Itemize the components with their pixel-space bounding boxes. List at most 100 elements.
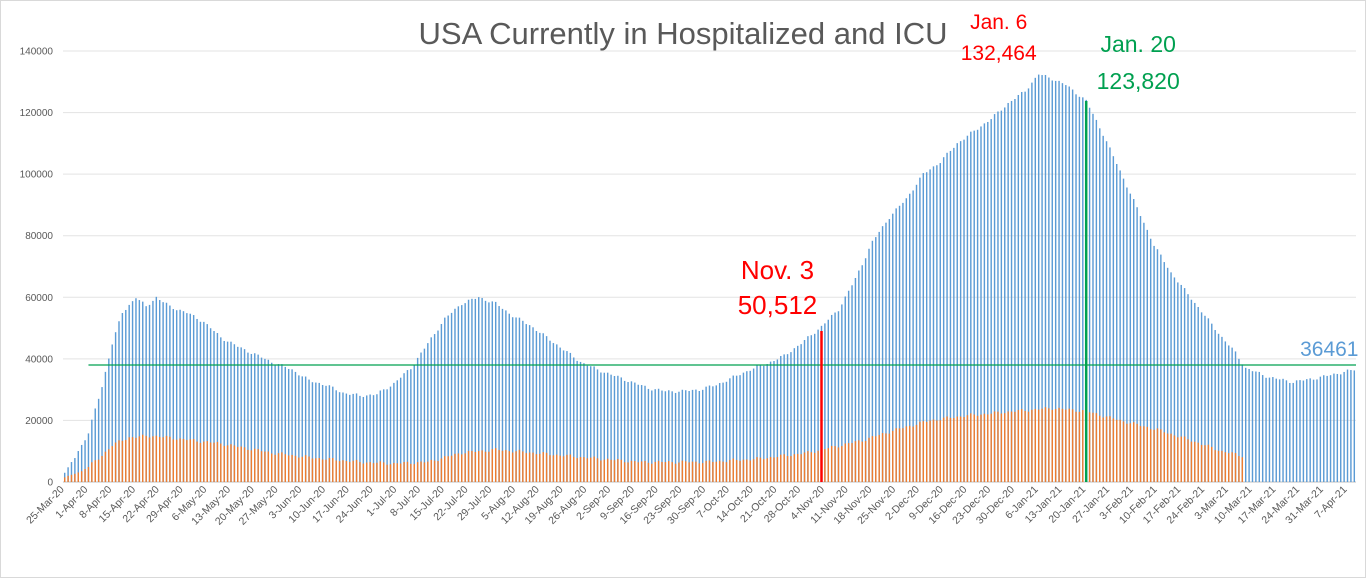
bar bbox=[63, 477, 66, 482]
bar bbox=[369, 394, 371, 482]
bar bbox=[396, 463, 398, 482]
bar bbox=[871, 436, 874, 482]
bar bbox=[1122, 421, 1125, 482]
bar bbox=[471, 450, 473, 482]
bar bbox=[372, 463, 375, 482]
bar bbox=[752, 368, 755, 482]
bar bbox=[138, 436, 141, 482]
bar bbox=[759, 365, 762, 482]
bar bbox=[987, 414, 989, 482]
bar bbox=[437, 330, 439, 482]
bar bbox=[1004, 413, 1006, 482]
bar bbox=[1177, 437, 1179, 482]
bar bbox=[179, 438, 181, 482]
bar bbox=[481, 450, 483, 482]
bar bbox=[878, 231, 880, 482]
bar bbox=[1180, 436, 1182, 482]
bar bbox=[858, 270, 860, 482]
bar bbox=[1058, 80, 1060, 482]
bar bbox=[260, 357, 263, 482]
bar bbox=[277, 364, 280, 482]
bar bbox=[579, 457, 582, 482]
bar bbox=[1054, 80, 1057, 483]
chart-title: USA Currently in Hospitalized and ICU bbox=[419, 16, 948, 51]
bar bbox=[413, 364, 415, 482]
bar bbox=[97, 459, 100, 482]
bar bbox=[661, 461, 663, 482]
bar bbox=[634, 461, 636, 482]
bar bbox=[1044, 74, 1047, 483]
bar bbox=[1065, 85, 1067, 482]
bar bbox=[223, 340, 225, 482]
bar bbox=[182, 311, 185, 482]
bar bbox=[827, 319, 829, 482]
bar bbox=[987, 121, 989, 482]
bar bbox=[898, 205, 901, 483]
bar bbox=[454, 453, 456, 482]
bar bbox=[114, 442, 117, 482]
bar bbox=[936, 420, 938, 482]
bar bbox=[824, 323, 826, 482]
bar bbox=[569, 454, 572, 482]
bar bbox=[603, 372, 606, 482]
bar bbox=[491, 449, 494, 482]
bar bbox=[410, 369, 412, 482]
bar bbox=[488, 302, 490, 482]
bar bbox=[498, 306, 500, 482]
bar bbox=[881, 433, 884, 482]
bar bbox=[1078, 96, 1081, 482]
bar bbox=[746, 371, 748, 482]
bar bbox=[233, 344, 236, 482]
bar bbox=[623, 462, 626, 482]
bar bbox=[1149, 238, 1152, 482]
bar bbox=[77, 451, 79, 482]
bar bbox=[573, 456, 575, 482]
bar bbox=[729, 459, 731, 482]
bar bbox=[532, 452, 534, 482]
bar bbox=[433, 460, 436, 482]
bar bbox=[623, 380, 626, 482]
bar bbox=[1170, 433, 1172, 482]
bar bbox=[328, 457, 331, 482]
bar bbox=[1251, 371, 1254, 482]
bar bbox=[763, 459, 765, 482]
bar bbox=[437, 461, 439, 482]
bar bbox=[888, 219, 891, 482]
bar bbox=[566, 454, 568, 482]
annotation-label: Jan. 6 bbox=[970, 11, 1027, 34]
bar bbox=[1116, 164, 1118, 482]
bar bbox=[325, 385, 327, 482]
bar bbox=[562, 456, 565, 482]
y-tick-label: 60000 bbox=[25, 293, 53, 304]
bar bbox=[247, 352, 249, 482]
bar bbox=[688, 462, 690, 482]
bar bbox=[854, 441, 857, 482]
bar bbox=[1092, 412, 1094, 482]
bar bbox=[712, 461, 714, 482]
bar bbox=[199, 321, 202, 482]
bar bbox=[637, 384, 639, 482]
bar bbox=[1017, 94, 1020, 482]
bar bbox=[172, 309, 175, 482]
bar bbox=[461, 305, 463, 482]
bar bbox=[254, 448, 256, 482]
bar bbox=[281, 364, 283, 482]
bar bbox=[1312, 379, 1315, 482]
bar bbox=[522, 451, 524, 482]
bar bbox=[1044, 407, 1047, 482]
bar bbox=[532, 327, 534, 482]
bar bbox=[186, 313, 188, 482]
bar bbox=[651, 463, 653, 482]
bar bbox=[399, 377, 402, 482]
bar bbox=[807, 336, 809, 482]
bar bbox=[461, 454, 463, 482]
bar bbox=[1166, 267, 1169, 482]
bar bbox=[1075, 411, 1077, 482]
bar bbox=[1197, 306, 1199, 482]
bar bbox=[243, 447, 246, 482]
bar bbox=[1061, 408, 1064, 482]
bar bbox=[1068, 86, 1070, 482]
bar bbox=[342, 392, 344, 482]
bar bbox=[1316, 379, 1318, 482]
bar bbox=[1323, 375, 1325, 482]
